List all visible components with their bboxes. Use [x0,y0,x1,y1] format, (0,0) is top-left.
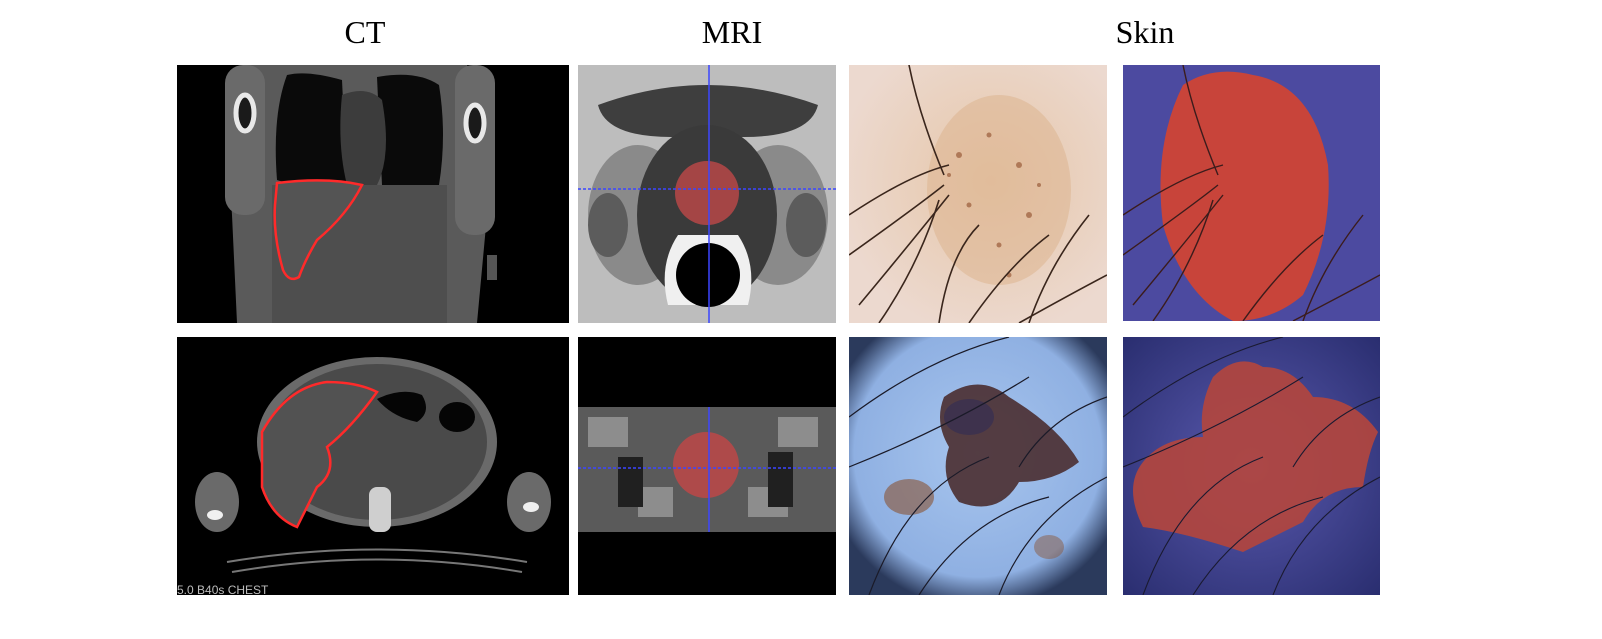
ct-axial-caption: 5.0 B40s CHEST [177,583,269,595]
column-title-ct: CT [344,14,386,50]
column-title-skin: Skin [1115,14,1175,50]
column-title-mri: MRI [701,14,763,50]
ct-axial-image: 5.0 B40s CHEST [177,337,569,595]
skin-lesion-segmentation-overlay-2 [1123,337,1380,595]
skin-lesion-image-2 [849,337,1107,595]
skin-lesion-image [849,65,1107,323]
mri-axial-image [578,65,836,323]
mri-coronal-image [578,337,836,595]
skin-lesion-segmentation-overlay [1123,65,1380,321]
ct-coronal-image [177,65,569,323]
